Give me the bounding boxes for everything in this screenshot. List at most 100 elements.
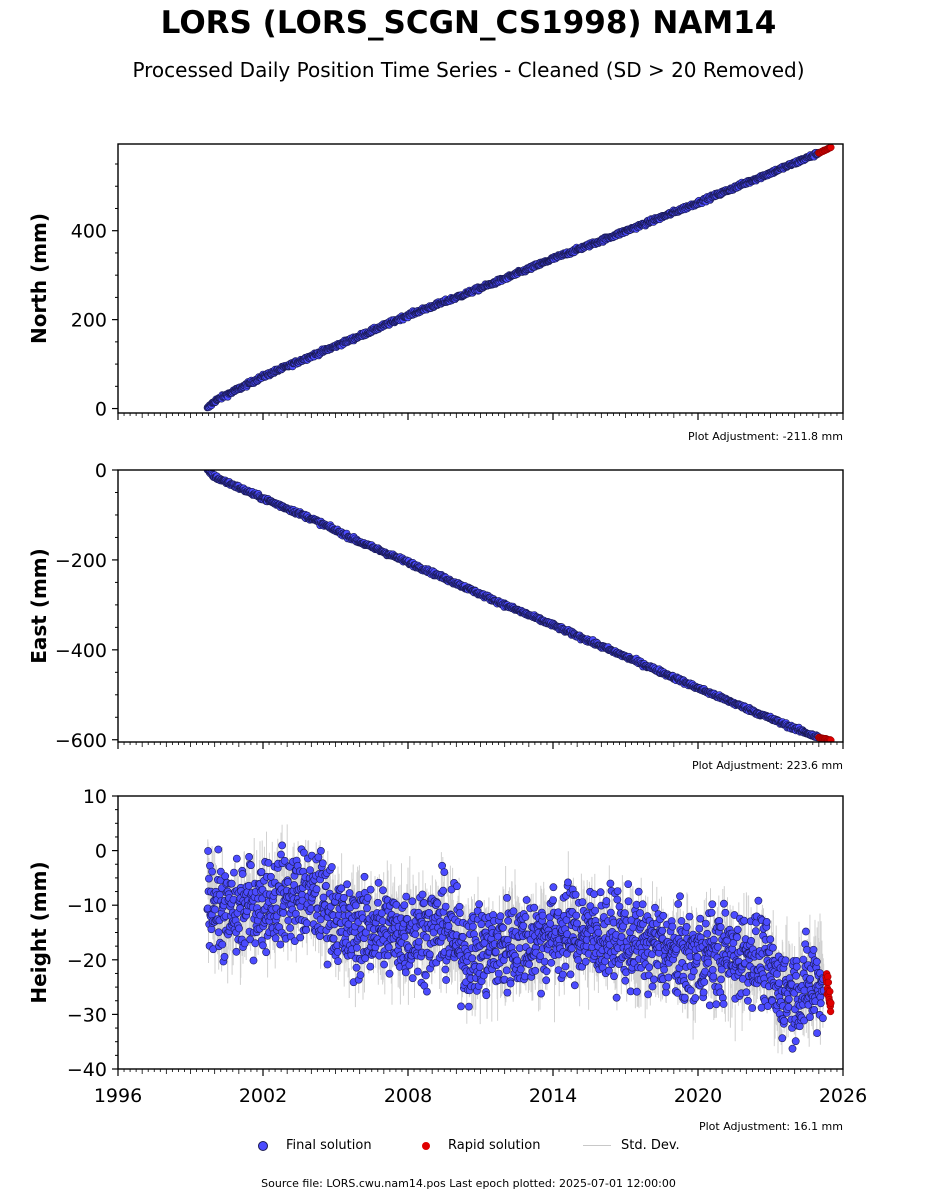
final-solution-point — [494, 969, 503, 978]
final-solution-point — [464, 1002, 473, 1011]
final-solution-point — [441, 902, 450, 911]
legend: Final solution Rapid solution Std. Dev. — [250, 1136, 710, 1158]
final-solution-point — [246, 935, 255, 944]
final-solution-point — [299, 848, 308, 857]
final-solution-point — [315, 932, 324, 940]
final-solution-point — [455, 909, 464, 917]
final-solution-point — [606, 879, 615, 888]
final-solution-point — [662, 982, 671, 991]
final-solution-point — [302, 919, 311, 928]
final-solution-point — [276, 940, 285, 949]
rapid-solution-point — [827, 144, 835, 152]
final-marker-icon — [258, 1140, 268, 1151]
final-solution-point — [373, 898, 382, 907]
y-tick-label: −40 — [67, 1059, 107, 1081]
final-solution-point — [633, 987, 641, 996]
data-layer — [203, 144, 835, 412]
final-solution-point — [238, 870, 247, 878]
final-solution-point — [680, 993, 689, 1002]
final-solution-point — [784, 995, 793, 1004]
final-solution-point — [566, 970, 575, 979]
final-solution-point — [374, 878, 383, 887]
final-solution-point — [214, 845, 223, 854]
final-solution-point — [624, 880, 633, 888]
y-tick-label: 10 — [83, 786, 107, 808]
final-solution-point — [659, 911, 668, 920]
final-solution-point — [705, 1001, 714, 1010]
y-tick-label: −200 — [55, 550, 107, 572]
y-tick-label: −20 — [67, 950, 107, 972]
final-solution-point — [351, 901, 360, 910]
y-tick-label: 400 — [71, 221, 107, 243]
final-solution-point — [400, 901, 409, 909]
y-axis-label: Height (mm) — [27, 861, 51, 1003]
final-solution-point — [775, 979, 783, 987]
final-solution-point — [810, 1006, 819, 1014]
y-axis — [112, 795, 118, 1070]
final-solution-point — [645, 963, 654, 972]
final-solution-point — [286, 924, 294, 932]
final-solution-point — [612, 993, 621, 1002]
x-axis — [117, 1069, 844, 1076]
legend-item-rapid: Rapid solution — [422, 1138, 540, 1153]
final-solution-point — [521, 913, 530, 921]
final-solution-point — [531, 966, 540, 975]
final-solution-point — [596, 888, 605, 897]
final-solution-point — [378, 917, 387, 925]
final-solution-point — [673, 989, 682, 997]
final-solution-point — [754, 896, 763, 905]
final-solution-point — [621, 909, 629, 918]
final-solution-point — [482, 991, 491, 1000]
final-solution-point — [337, 884, 346, 893]
final-solution-point — [590, 890, 598, 898]
final-solution-point — [572, 911, 581, 920]
chart-subtitle: Processed Daily Position Time Series - C… — [132, 58, 805, 82]
final-solution-point — [232, 947, 241, 956]
final-solution-point — [674, 900, 683, 908]
rapid-solution-point — [826, 987, 834, 996]
final-solution-point — [806, 1013, 814, 1021]
final-solution-point — [414, 937, 423, 946]
final-solution-point — [302, 926, 310, 934]
final-solution-point — [693, 953, 702, 961]
final-solution-point — [277, 850, 285, 859]
final-solution-point — [648, 982, 657, 991]
final-solution-point — [522, 896, 531, 904]
final-solution-point — [345, 889, 354, 897]
rapid-solution-point — [827, 736, 835, 742]
final-solution-point — [425, 950, 434, 959]
final-solution-point — [400, 932, 409, 941]
final-solution-point — [703, 929, 712, 938]
final-solution-point — [704, 958, 713, 967]
final-solution-point — [809, 945, 818, 954]
data-layer — [203, 824, 835, 1055]
final-solution-point — [730, 911, 739, 919]
final-solution-points — [203, 470, 823, 742]
final-solution-point — [499, 923, 507, 932]
std-line-icon — [583, 1145, 611, 1146]
final-solution-point — [215, 890, 224, 899]
final-solution-point — [271, 934, 280, 943]
plot-adjustment: Plot Adjustment: -211.8 mm — [688, 430, 843, 443]
final-solution-point — [318, 859, 327, 868]
final-solution-point — [707, 908, 716, 917]
final-solution-point — [571, 890, 580, 899]
final-solution-point — [747, 937, 755, 945]
final-solution-point — [784, 1003, 793, 1011]
final-solution-point — [220, 952, 229, 961]
final-solution-point — [751, 927, 760, 936]
final-solution-point — [422, 933, 431, 942]
final-solution-point — [440, 868, 449, 876]
final-solution-point — [284, 916, 293, 925]
final-solution-point — [689, 967, 698, 976]
final-solution-point — [806, 975, 815, 983]
final-solution-point — [581, 957, 590, 966]
y-tick-label: 200 — [71, 310, 107, 332]
final-solution-point — [738, 975, 747, 983]
final-solution-point — [360, 872, 369, 881]
final-solution-point — [441, 965, 450, 974]
final-solution-point — [660, 965, 668, 974]
final-solution-point — [264, 859, 273, 867]
final-solution-point — [780, 1017, 788, 1025]
